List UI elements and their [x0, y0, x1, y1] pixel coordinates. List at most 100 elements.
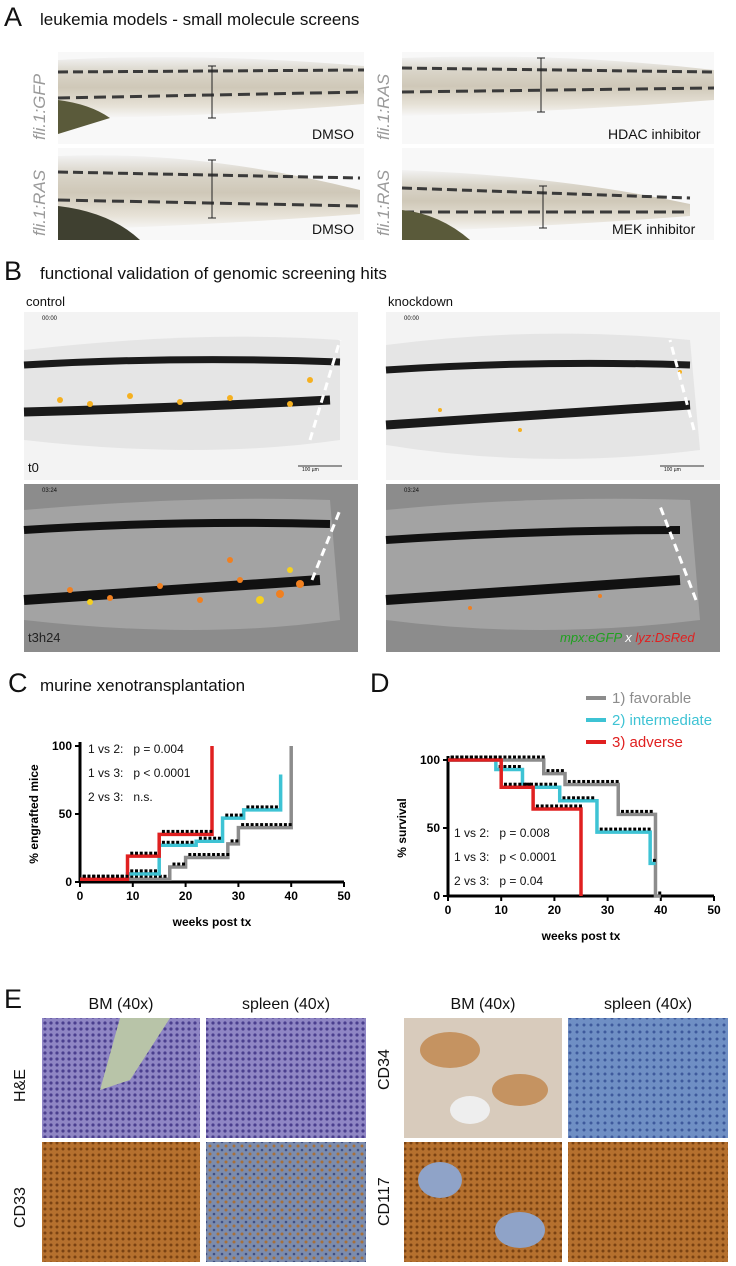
censor-mark [469, 755, 473, 759]
censor-mark [523, 782, 527, 786]
censor-mark [560, 769, 564, 773]
censor-mark [493, 755, 497, 759]
censor-mark [647, 827, 651, 831]
censor-mark [544, 782, 548, 786]
censor-mark [239, 813, 243, 817]
censor-mark [111, 874, 115, 878]
legend-label-2: 2) intermediate [612, 712, 712, 729]
stat-c-pair-3: 2 vs 3: [88, 790, 124, 804]
stat-c-p-3: n.s. [133, 790, 153, 804]
censor-mark [161, 840, 165, 844]
censor-mark [193, 853, 197, 857]
time-t3h24: t3h24 [28, 630, 61, 645]
treatment-3: DMSO [312, 221, 354, 237]
censor-mark [199, 829, 203, 833]
legend-label-3: 3) adverse [612, 734, 683, 751]
censor-mark [572, 796, 576, 800]
stat-c-pair-1: 1 vs 2: [88, 742, 124, 756]
censor-mark [508, 765, 512, 769]
x-tick-label: 10 [495, 903, 509, 917]
censor-mark [226, 853, 230, 857]
legend-green: mpx:eGFP [560, 630, 622, 645]
censor-mark [633, 827, 637, 831]
censor-mark [115, 874, 119, 878]
censor-mark [163, 874, 167, 878]
x-tick-label: 30 [601, 903, 615, 917]
histology-spleen-cd33 [206, 1142, 366, 1262]
histology-spleen-cd117 [568, 1142, 728, 1262]
panel-b-letter: B [4, 256, 23, 286]
y-tick-label: 100 [52, 739, 72, 753]
x-axis-label: weeks post tx [172, 915, 252, 929]
censor-mark [217, 836, 221, 840]
censor-mark [638, 827, 642, 831]
censor-mark [120, 874, 124, 878]
timelapse-control-t3h24 [23, 484, 358, 652]
censor-mark [245, 823, 249, 827]
censor-mark [255, 805, 259, 809]
censor-mark [166, 829, 170, 833]
censor-mark [190, 829, 194, 833]
censor-mark [264, 823, 268, 827]
censor-mark [96, 874, 100, 878]
stat-c-pair-2: 1 vs 3: [88, 766, 124, 780]
censor-mark [139, 851, 143, 855]
censor-mark [154, 869, 158, 873]
censor-mark [534, 782, 538, 786]
censor-mark [180, 829, 184, 833]
censor-mark [559, 804, 563, 808]
censor-mark [540, 804, 544, 808]
censor-mark [567, 779, 571, 783]
censor-mark [230, 813, 234, 817]
stat-c-3: 2 vs 3: n.s. [88, 790, 153, 804]
censor-mark [274, 805, 278, 809]
censor-mark [564, 804, 568, 808]
censor-mark [154, 874, 158, 878]
censor-mark [230, 839, 234, 843]
censor-mark [177, 862, 181, 866]
censor-mark [551, 769, 555, 773]
censor-mark [586, 796, 590, 800]
censor-mark [176, 829, 180, 833]
censor-mark [517, 755, 521, 759]
censor-mark [283, 823, 287, 827]
col-header-2: spleen (40x) [241, 996, 331, 1013]
censor-mark [630, 809, 634, 813]
censor-mark [149, 874, 153, 878]
stat-c-2: 1 vs 3: p < 0.0001 [88, 766, 190, 780]
col-control: control [26, 294, 66, 309]
panel-a-title: leukemia models - small molecule screens [40, 10, 360, 29]
censor-mark [508, 782, 512, 786]
censor-mark [503, 755, 507, 759]
censor-mark [503, 782, 507, 786]
censor-mark [144, 874, 148, 878]
censor-mark [527, 782, 531, 786]
x-tick-label: 0 [445, 903, 452, 917]
histology-spleen-he [206, 1018, 366, 1138]
censor-mark [628, 827, 632, 831]
censor-mark [479, 755, 483, 759]
x-tick-label: 50 [707, 903, 721, 917]
y-tick-label: 50 [59, 807, 73, 821]
censor-mark [171, 840, 175, 844]
censor-mark [518, 782, 522, 786]
x-tick-label: 0 [77, 889, 84, 903]
censor-mark [101, 874, 105, 878]
y-axis-label: % survival [395, 798, 409, 857]
censor-mark [578, 804, 582, 808]
stat-d-p-2: p < 0.0001 [499, 850, 557, 864]
legend-red: lyz:DsRed [635, 630, 695, 645]
censor-mark [536, 755, 540, 759]
panel-a-images [57, 52, 715, 240]
censor-mark [525, 782, 529, 786]
censor-mark [172, 862, 176, 866]
censor-mark [190, 840, 194, 844]
censor-mark [522, 755, 526, 759]
censor-mark [208, 836, 212, 840]
fish-image-2 [401, 52, 715, 144]
censor-mark [465, 755, 469, 759]
x-tick-label: 20 [179, 889, 193, 903]
panel-c-letter: C [8, 668, 28, 698]
treatment-1: DMSO [312, 126, 354, 142]
censor-mark [610, 779, 614, 783]
